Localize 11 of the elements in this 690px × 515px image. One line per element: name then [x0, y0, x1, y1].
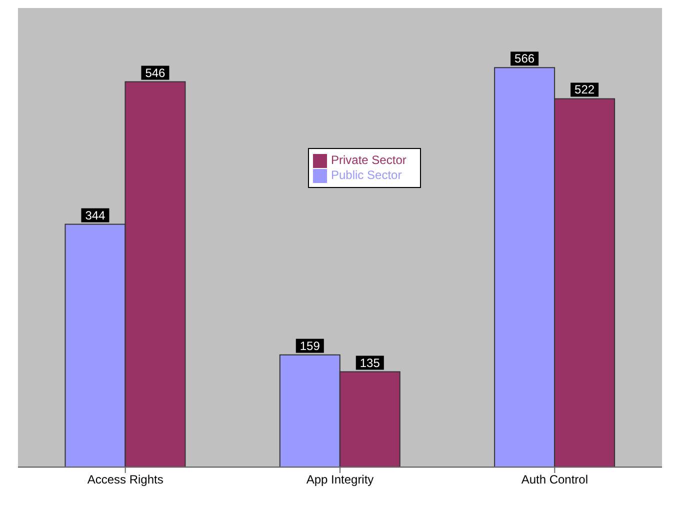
data-label: 159: [300, 338, 320, 353]
legend-label: Private Sector: [331, 153, 406, 167]
data-label: 135: [360, 356, 380, 370]
legend-label: Public Sector: [331, 168, 402, 182]
x-tick-label: App Integrity: [306, 472, 374, 487]
x-tick-label: Auth Control: [521, 472, 588, 487]
data-label: 566: [514, 52, 535, 66]
data-label: 344: [85, 208, 106, 222]
data-label: 546: [145, 66, 166, 80]
x-tick-label: Access Rights: [87, 472, 164, 487]
data-label: 522: [574, 82, 595, 97]
